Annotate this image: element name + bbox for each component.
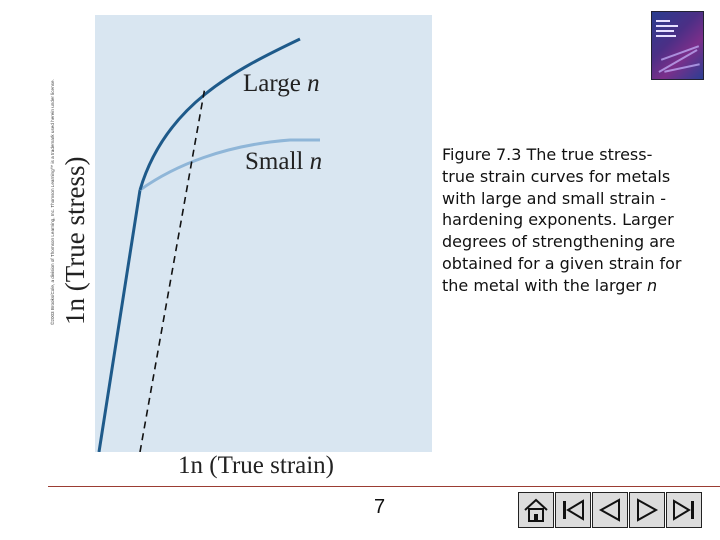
y-axis-label: 1n (True stress)	[60, 156, 90, 326]
home-button[interactable]	[518, 492, 554, 528]
copyright-notice: ©2003 Brooks/Cole, a division of Thomson…	[50, 79, 55, 325]
book-cover-thumbnail	[651, 11, 704, 80]
stress-strain-diagram	[97, 37, 320, 452]
small-n-curve	[139, 138, 320, 192]
previous-button[interactable]	[592, 492, 628, 528]
first-page-button[interactable]	[555, 492, 591, 528]
next-button[interactable]	[629, 492, 665, 528]
page-number: 7	[374, 496, 386, 518]
figure-caption: Figure 7.3 The true stress-true strain c…	[442, 145, 682, 295]
x-axis-label: 1n (True strain)	[178, 452, 335, 479]
next-icon	[637, 498, 659, 522]
last-page-button[interactable]	[666, 492, 702, 528]
footer-divider	[48, 486, 720, 487]
figure-plot-area	[95, 15, 432, 452]
small-n-label: Small n	[245, 148, 323, 175]
elastic-line	[97, 189, 142, 452]
slide-navigation	[518, 492, 703, 528]
large-n-curve	[138, 37, 301, 191]
offset-dashed-line	[139, 86, 206, 452]
large-n-label: Large n	[243, 70, 320, 97]
previous-icon	[598, 498, 620, 522]
last-page-icon	[673, 499, 694, 521]
home-icon	[524, 498, 548, 522]
first-page-icon	[563, 499, 584, 521]
